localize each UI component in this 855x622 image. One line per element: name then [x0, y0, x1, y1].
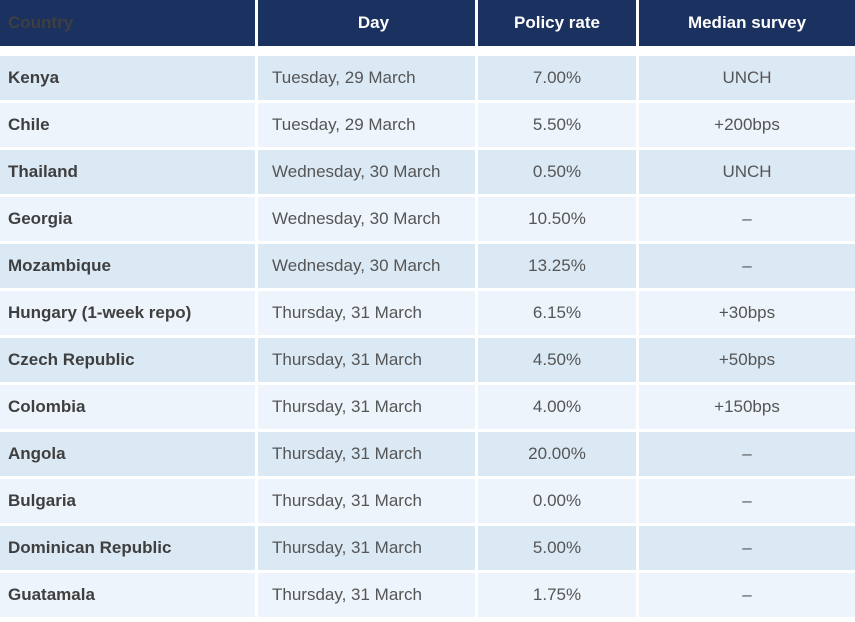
day-cell: Thursday, 31 March: [258, 573, 475, 617]
country-cell: Chile: [0, 103, 255, 147]
header-cell: Country: [0, 0, 255, 46]
country-cell: Guatamala: [0, 573, 255, 617]
header-cell: Policy rate: [478, 0, 636, 46]
policy-rate-cell: 10.50%: [478, 197, 636, 241]
day-cell: Thursday, 31 March: [258, 385, 475, 429]
policy-rate-cell: 0.50%: [478, 150, 636, 194]
median-survey-cell: +30bps: [639, 291, 855, 335]
country-cell: Angola: [0, 432, 255, 476]
policy-rate-cell: 4.00%: [478, 385, 636, 429]
policy-rate-cell: 20.00%: [478, 432, 636, 476]
median-survey-cell: –: [639, 244, 855, 288]
median-survey-cell: +150bps: [639, 385, 855, 429]
header-cell: Median survey: [639, 0, 855, 46]
median-survey-cell: –: [639, 432, 855, 476]
policy-rate-cell: 0.00%: [478, 479, 636, 523]
header-cell: Day: [258, 0, 475, 46]
median-survey-cell: UNCH: [639, 150, 855, 194]
median-survey-cell: UNCH: [639, 56, 855, 100]
country-cell: Bulgaria: [0, 479, 255, 523]
median-survey-cell: +200bps: [639, 103, 855, 147]
median-survey-cell: –: [639, 197, 855, 241]
country-cell: Kenya: [0, 56, 255, 100]
median-survey-cell: –: [639, 573, 855, 617]
country-cell: Dominican Republic: [0, 526, 255, 570]
day-cell: Thursday, 31 March: [258, 432, 475, 476]
median-survey-cell: +50bps: [639, 338, 855, 382]
policy-rate-cell: 1.75%: [478, 573, 636, 617]
policy-rate-cell: 5.00%: [478, 526, 636, 570]
day-cell: Tuesday, 29 March: [258, 103, 475, 147]
median-survey-cell: –: [639, 479, 855, 523]
policy-rate-cell: 7.00%: [478, 56, 636, 100]
day-cell: Wednesday, 30 March: [258, 150, 475, 194]
country-cell: Czech Republic: [0, 338, 255, 382]
country-cell: Georgia: [0, 197, 255, 241]
day-cell: Tuesday, 29 March: [258, 56, 475, 100]
median-survey-cell: –: [639, 526, 855, 570]
country-cell: Hungary (1-week repo): [0, 291, 255, 335]
country-cell: Thailand: [0, 150, 255, 194]
day-cell: Thursday, 31 March: [258, 479, 475, 523]
policy-rate-cell: 13.25%: [478, 244, 636, 288]
policy-rate-cell: 6.15%: [478, 291, 636, 335]
country-cell: Mozambique: [0, 244, 255, 288]
day-cell: Thursday, 31 March: [258, 291, 475, 335]
policy-rate-cell: 4.50%: [478, 338, 636, 382]
day-cell: Wednesday, 30 March: [258, 197, 475, 241]
policy-rate-cell: 5.50%: [478, 103, 636, 147]
country-cell: Colombia: [0, 385, 255, 429]
day-cell: Thursday, 31 March: [258, 338, 475, 382]
day-cell: Thursday, 31 March: [258, 526, 475, 570]
day-cell: Wednesday, 30 March: [258, 244, 475, 288]
